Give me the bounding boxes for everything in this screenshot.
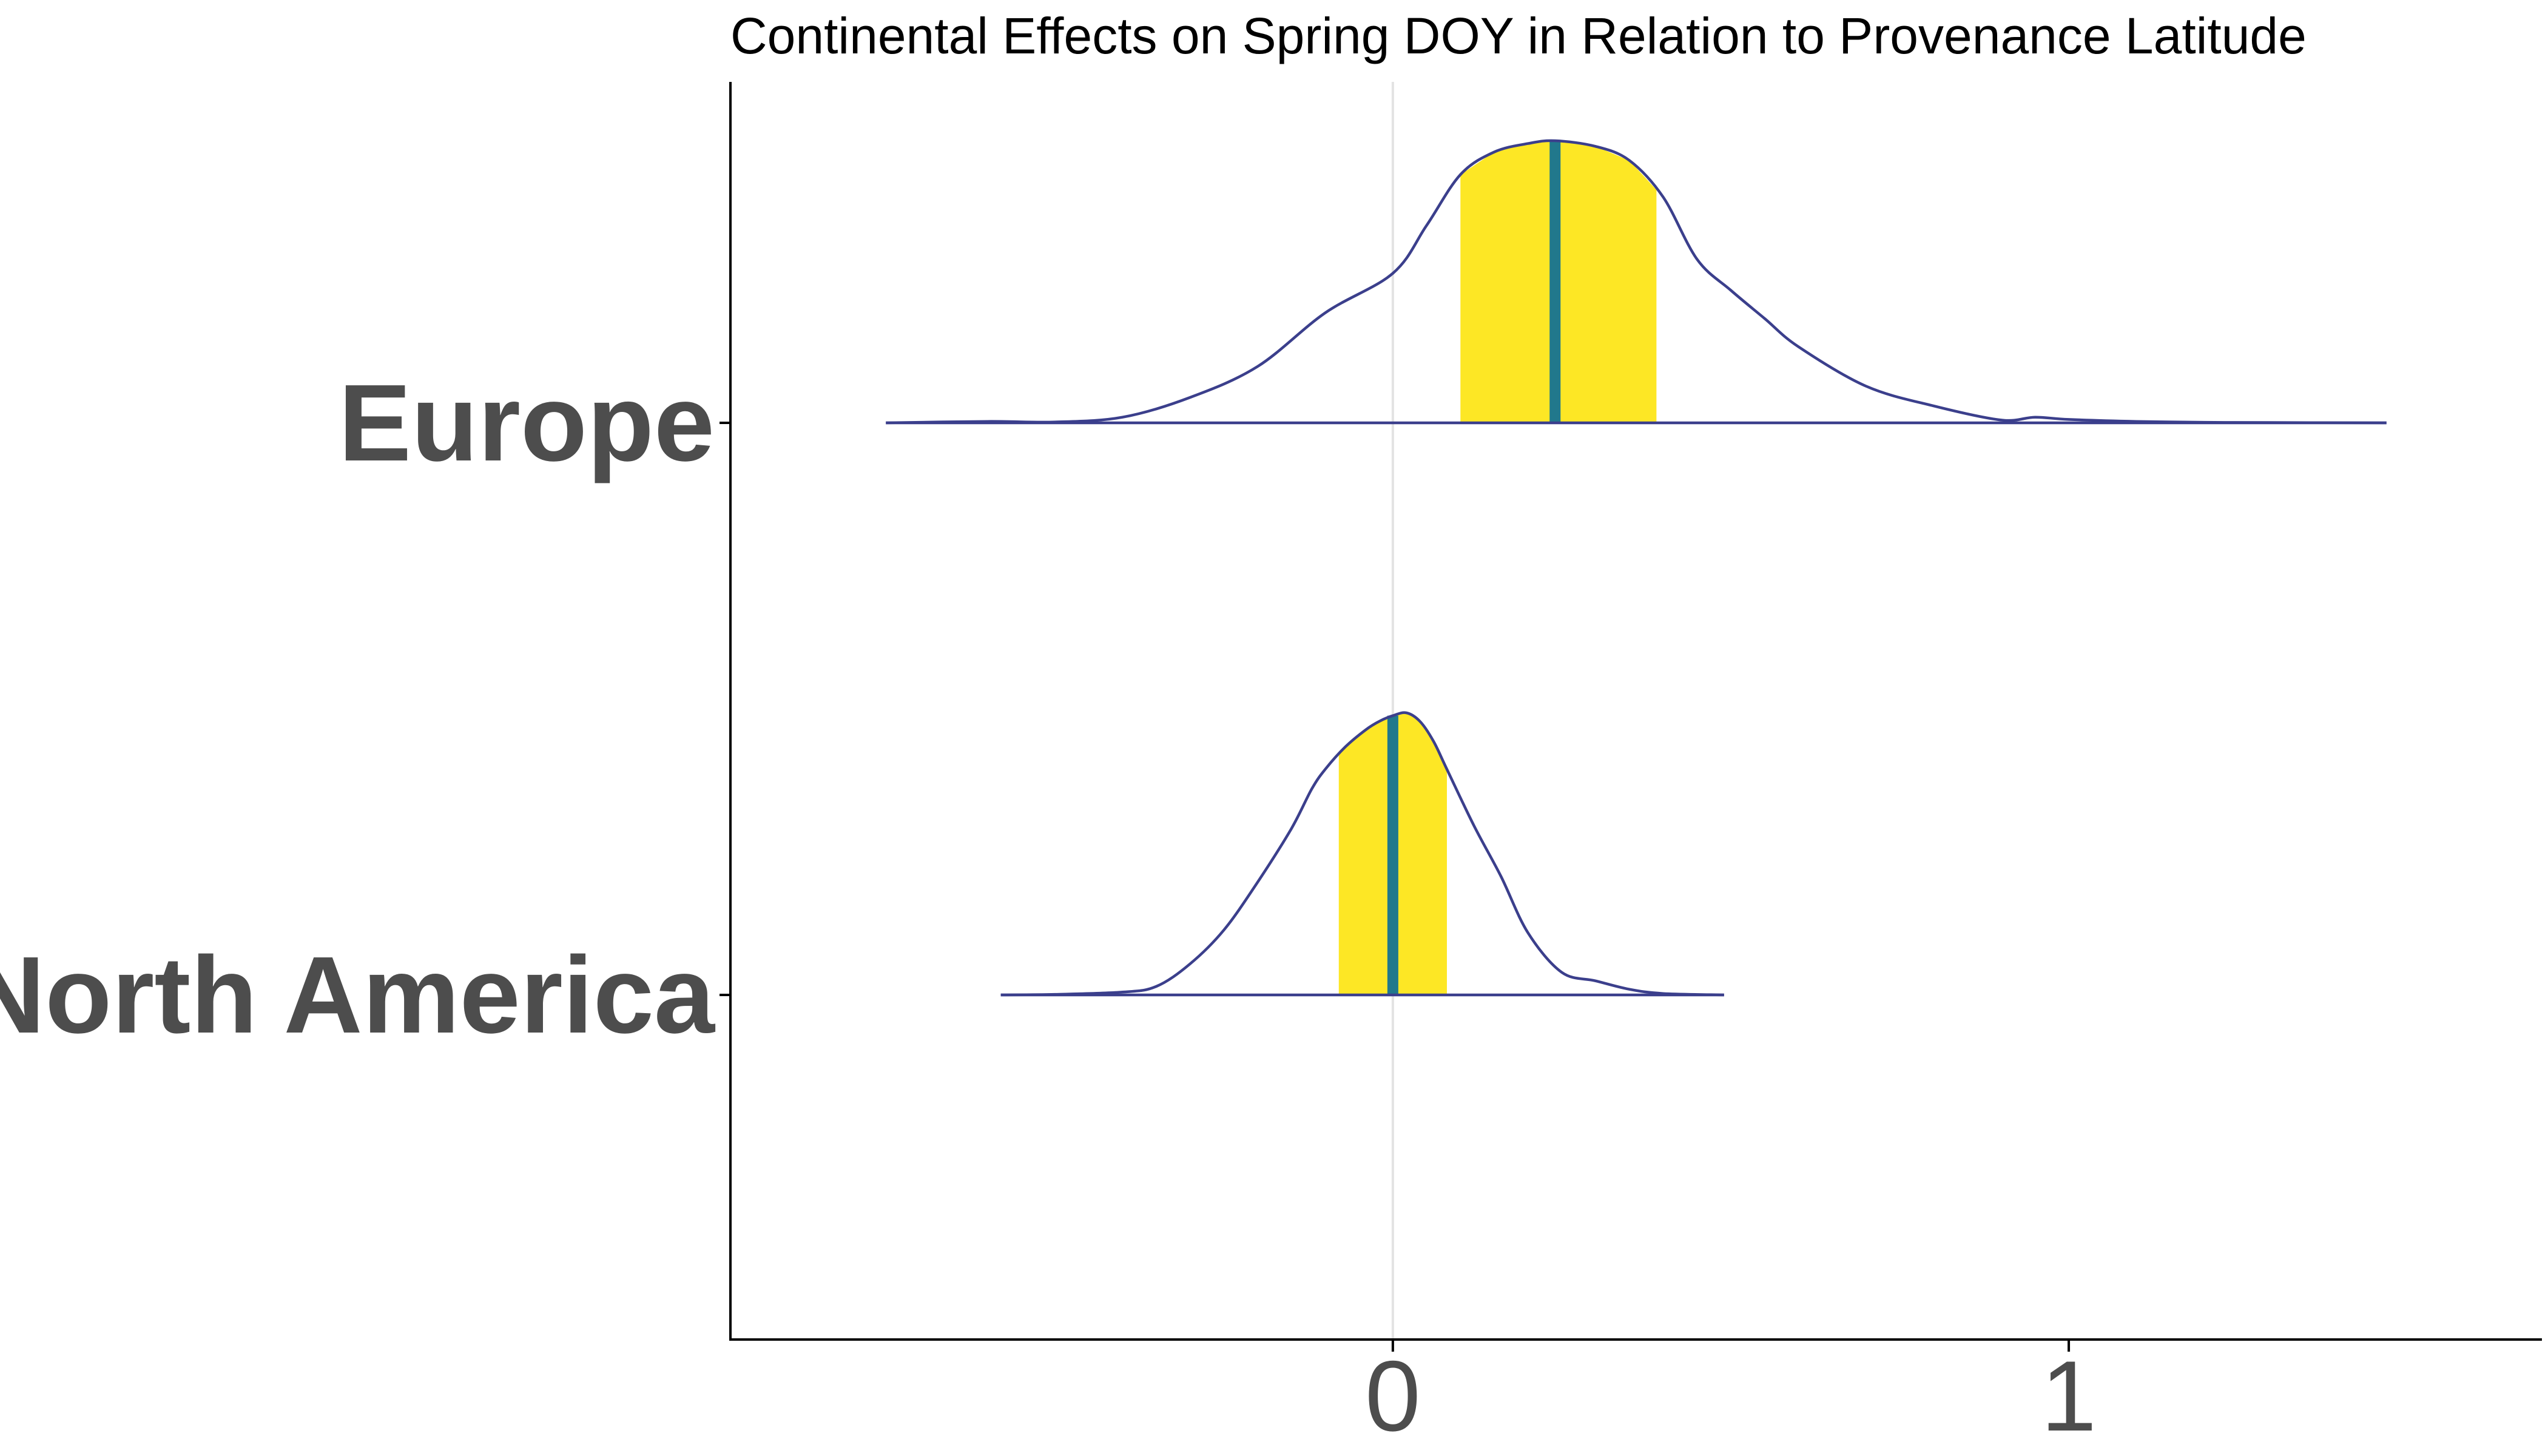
series-layer: [886, 139, 2387, 997]
north-america-density-curve: [1000, 711, 1724, 997]
y-tick-label-north-america: North America: [0, 934, 716, 1056]
chart-title: Continental Effects on Spring DOY in Rel…: [730, 7, 2307, 64]
x-tick-label-0: 0: [1365, 1340, 1421, 1452]
y-axis: Europe North America: [0, 362, 730, 1056]
y-tick-label-europe: Europe: [339, 362, 715, 484]
europe-density-curve: [886, 139, 2387, 425]
x-tick-label-1: 1: [2041, 1340, 2097, 1452]
